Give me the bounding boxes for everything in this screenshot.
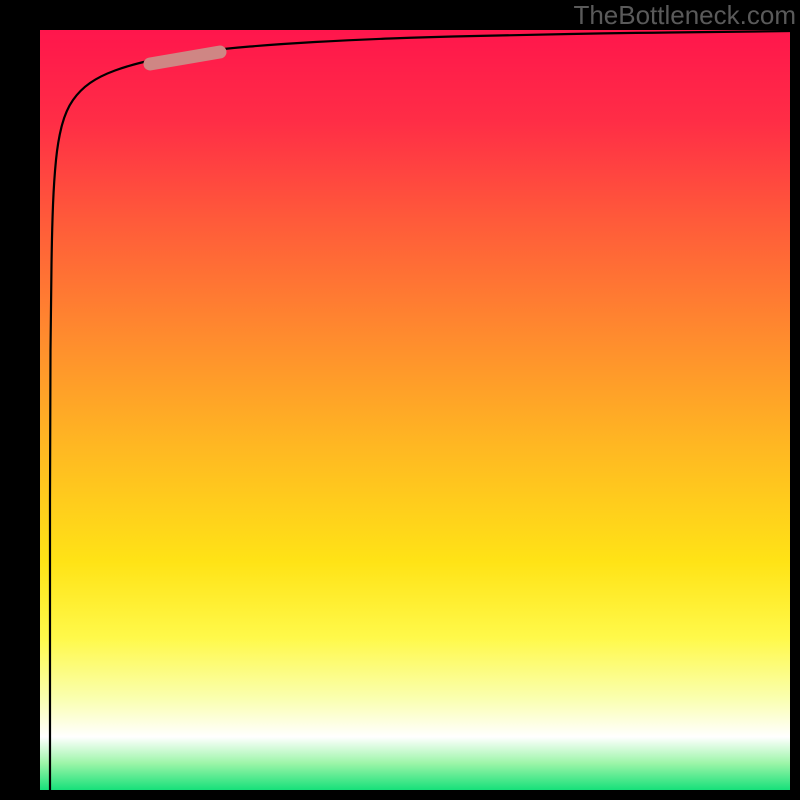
chart-svg xyxy=(0,0,800,800)
watermark-text: TheBottleneck.com xyxy=(573,0,796,31)
chart-frame: TheBottleneck.com xyxy=(0,0,800,800)
plot-background xyxy=(40,30,790,790)
